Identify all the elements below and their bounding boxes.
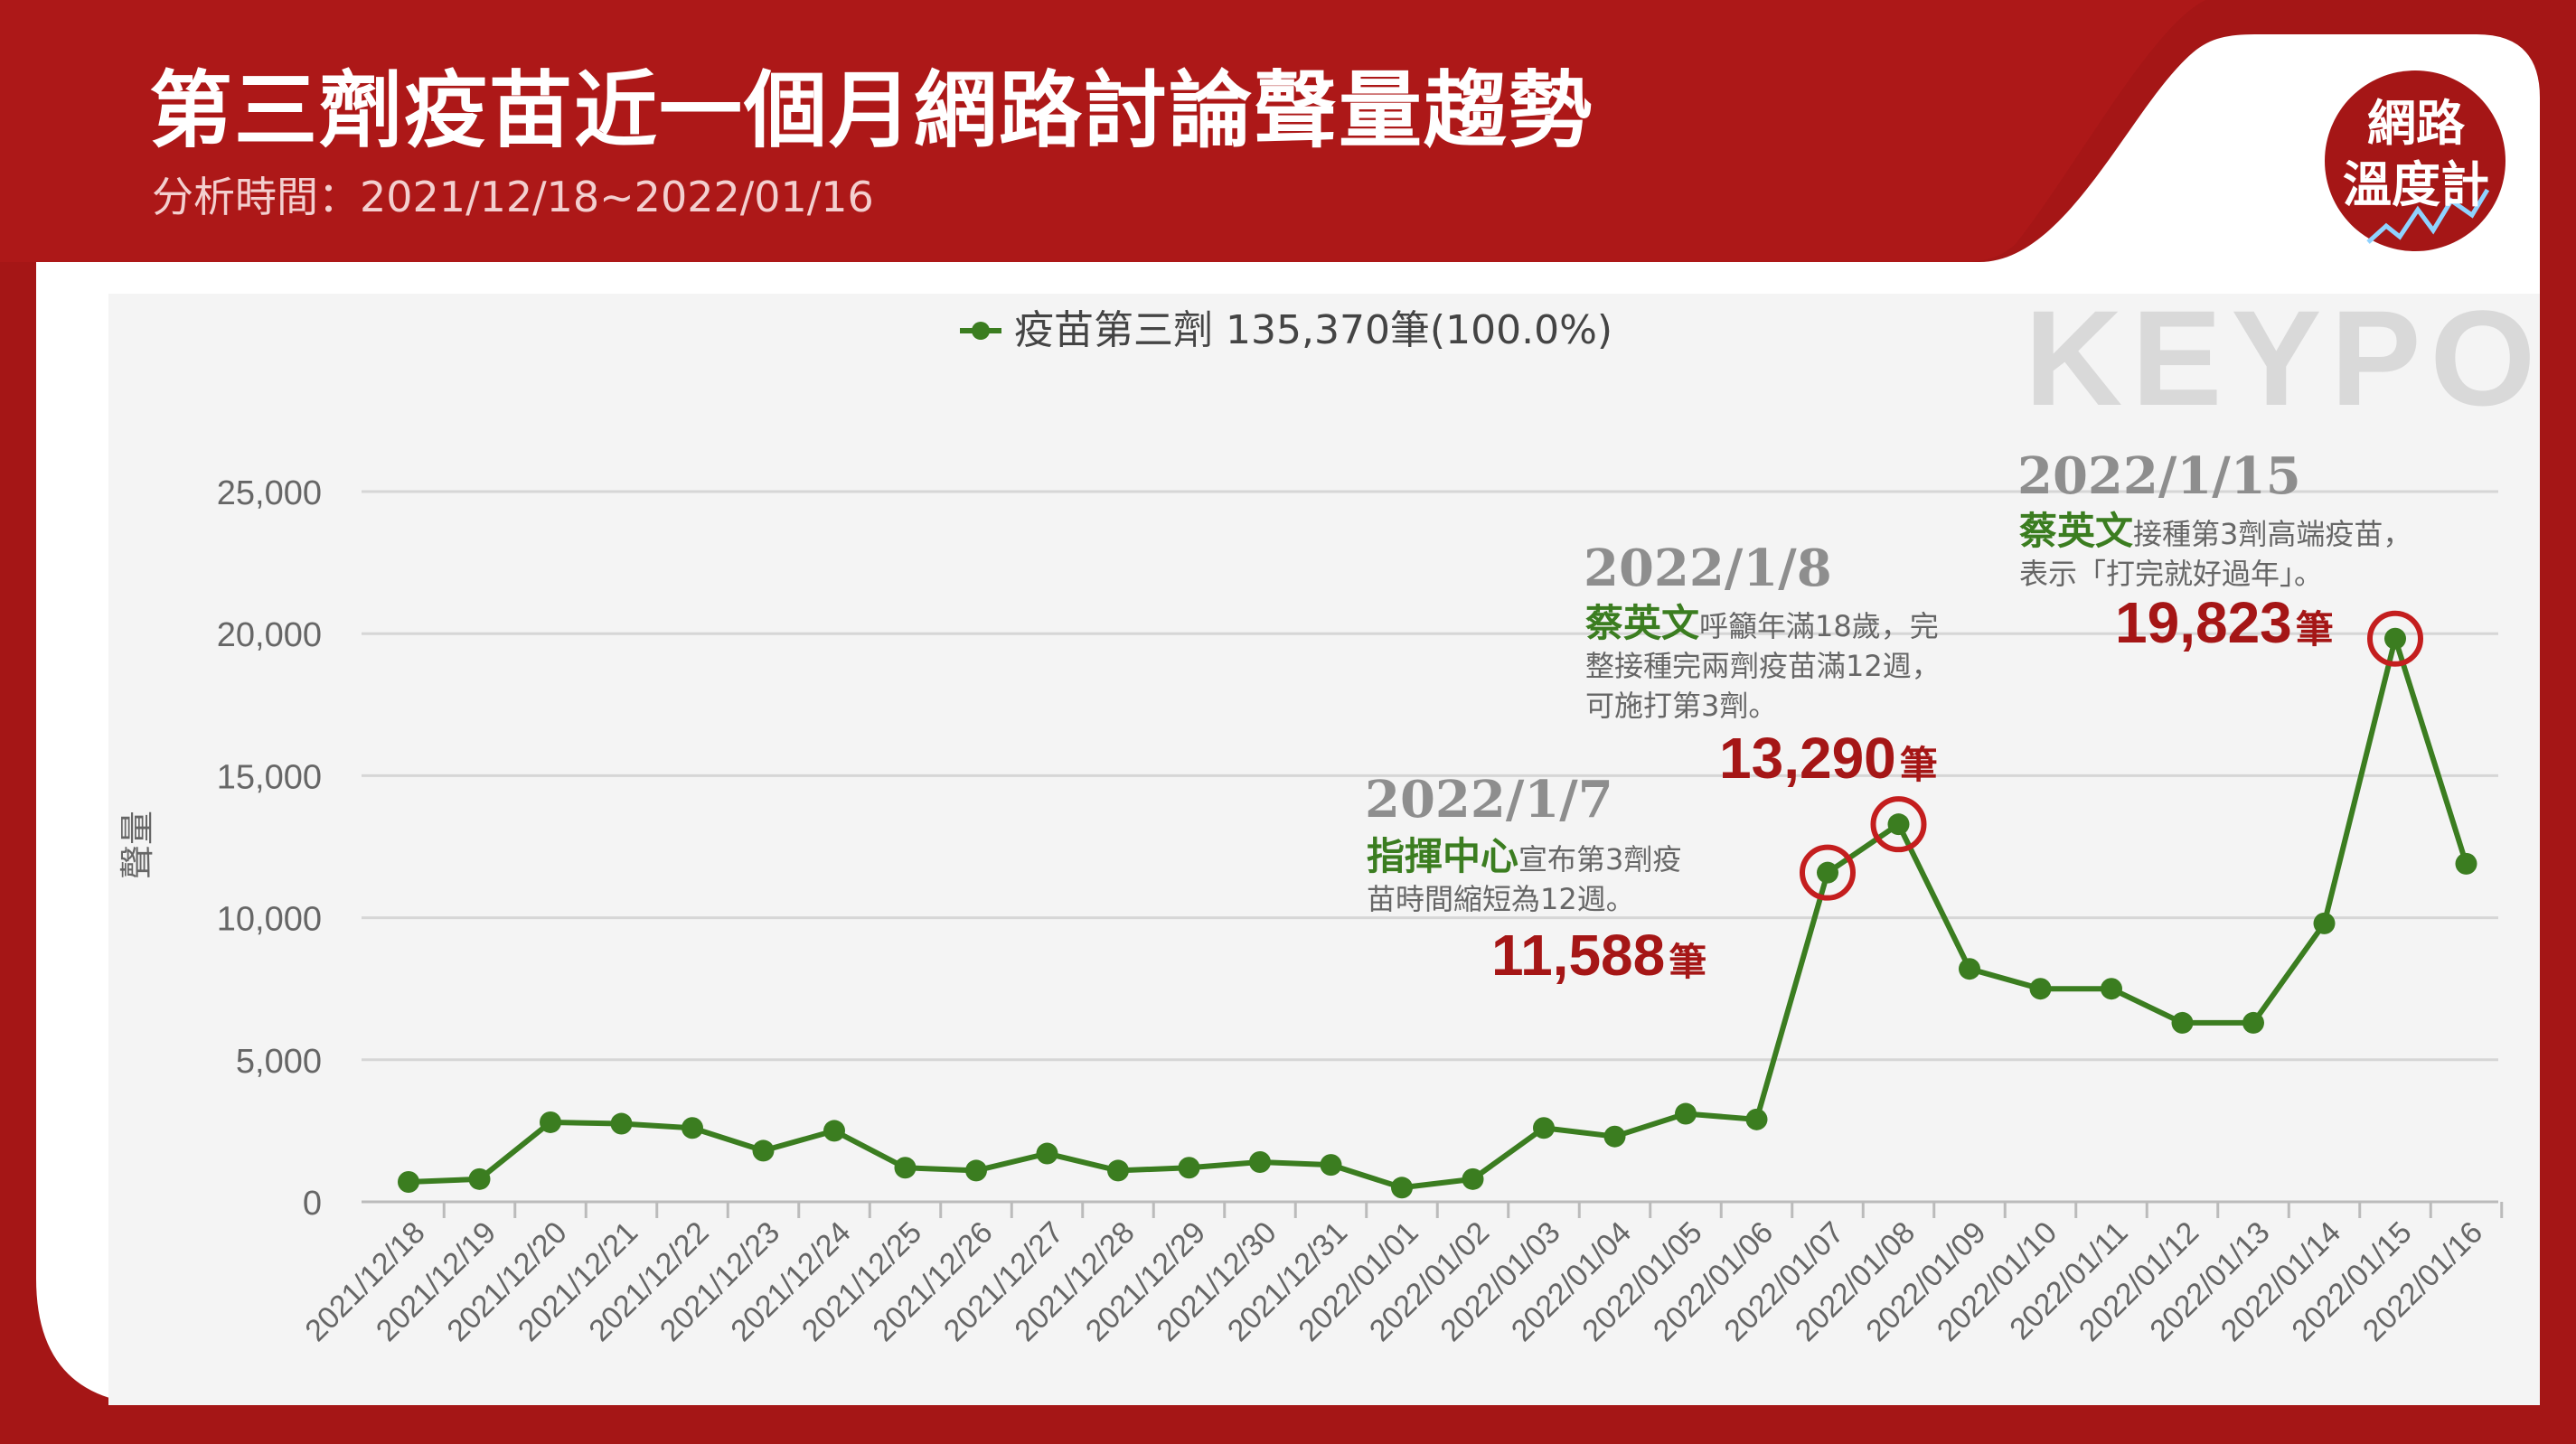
y-axis-label: 聲量 [118,811,157,879]
annotation-count-value: 19,823 [2115,590,2292,655]
legend-label: 疫苗第三劑 135,370筆(100.0%) [1014,307,1612,353]
data-point [1675,1102,1697,1125]
highlight-circles [1800,610,2423,901]
data-point [1107,1159,1129,1182]
badge-line-1: 網路 [2367,95,2465,152]
annotation-line: 苗時間縮短為12週。 [1367,882,1635,916]
trend-line-icon [2366,188,2490,244]
y-tick-label: 5,000 [236,1043,322,1081]
data-point [1959,958,1980,980]
data-point [1887,813,1910,836]
data-point [1745,1108,1768,1130]
data-point [1036,1142,1058,1165]
y-tick-label: 20,000 [217,616,322,654]
data-point [752,1139,775,1162]
annotation-text: 指揮中心宣布第3劑疫 苗時間縮短為12週。 [1367,837,1681,919]
chart-grid [362,490,2498,1062]
y-tick-label: 0 [303,1185,322,1223]
annotation-date: 2022/1/8 [1584,539,1832,598]
annotation-line: 接種第3劑高端疫苗， [2133,517,2412,551]
header-band [0,0,2205,262]
annotation-count: 11,588筆 [1491,922,1706,989]
data-point [2313,912,2336,934]
annotation-count: 13,290筆 [1719,725,1938,792]
watermark-text: KEYPO [2025,282,2544,434]
y-tick-label: 25,000 [217,474,322,512]
chart-panel [108,294,2540,1405]
data-point [540,1111,561,1133]
highlight-circle [1800,844,1856,901]
annotation-line: 呼籲年滿18歲，完 [1699,609,1939,643]
highlight-circle [1870,796,1927,853]
annotation-line: 可施打第3劑。 [1585,689,1778,723]
annotation-line: 表示「打完就好過年」。 [2019,557,2324,591]
y-tick-label: 15,000 [217,758,322,796]
data-point [2101,978,2122,1000]
data-point [468,1167,491,1190]
page-title: 第三劑疫苗近一個月網路討論聲量趨勢 [149,62,1594,159]
data-point [965,1159,987,1182]
y-tick-label: 10,000 [217,901,322,939]
annotation-line: 整接種完兩劑疫苗滿12週， [1585,649,1941,683]
annotation-count-value: 11,588 [1491,923,1666,988]
badge-line-2: 溫度計 [2343,156,2489,213]
data-point [1603,1125,1626,1148]
annotation-date: 2022/1/7 [1365,770,1613,830]
annotation-line: 宣布第3劑疫 [1518,842,1682,877]
data-point [1391,1177,1413,1199]
annotation-count-unit: 筆 [2295,607,2334,652]
annotation-count: 19,823筆 [2115,589,2334,656]
data-point [2384,627,2406,650]
annotation-date: 2022/1/15 [2017,446,2301,506]
series-line-path [408,635,2469,1191]
series-line [408,635,2469,1191]
data-point [2171,1011,2194,1034]
data-point [1320,1154,1342,1177]
data-point [1462,1167,1484,1190]
legend-marker-icon [972,322,990,340]
annotation-who: 指揮中心 [1367,834,1519,878]
data-point [894,1157,917,1179]
annotation-text: 蔡英文呼籲年滿18歲，完 整接種完兩劑疫苗滿12週， 可施打第3劑。 [1585,604,1941,726]
y-axis-ticks: 0 5,000 10,000 15,000 20,000 25,000 [217,474,322,1223]
data-point [398,1170,419,1193]
analysis-period: 分析時間：2021/12/18~2022/01/16 [152,173,874,221]
data-point [2242,1011,2264,1034]
annotation-text: 蔡英文接種第3劑高端疫苗， 表示「打完就好過年」。 [2019,511,2411,594]
annotation-count-unit: 筆 [1899,743,1938,787]
annotation-count-value: 13,290 [1719,726,1896,791]
data-point [610,1112,633,1135]
data-point [1178,1157,1200,1179]
data-point [2455,852,2477,875]
data-point [823,1120,845,1142]
highlight-circle [2367,610,2423,667]
data-point [1817,861,1838,884]
annotation-who: 蔡英文 [1585,601,1700,645]
data-point [1533,1117,1555,1139]
series-points [398,627,2477,1199]
annotation-count-unit: 筆 [1669,940,1707,984]
legend: 疫苗第三劑 135,370筆(100.0%) [960,307,1612,353]
data-point [1249,1150,1271,1173]
data-point [682,1117,703,1139]
data-point [2029,978,2052,1000]
annotation-who: 蔡英文 [2019,509,2134,553]
